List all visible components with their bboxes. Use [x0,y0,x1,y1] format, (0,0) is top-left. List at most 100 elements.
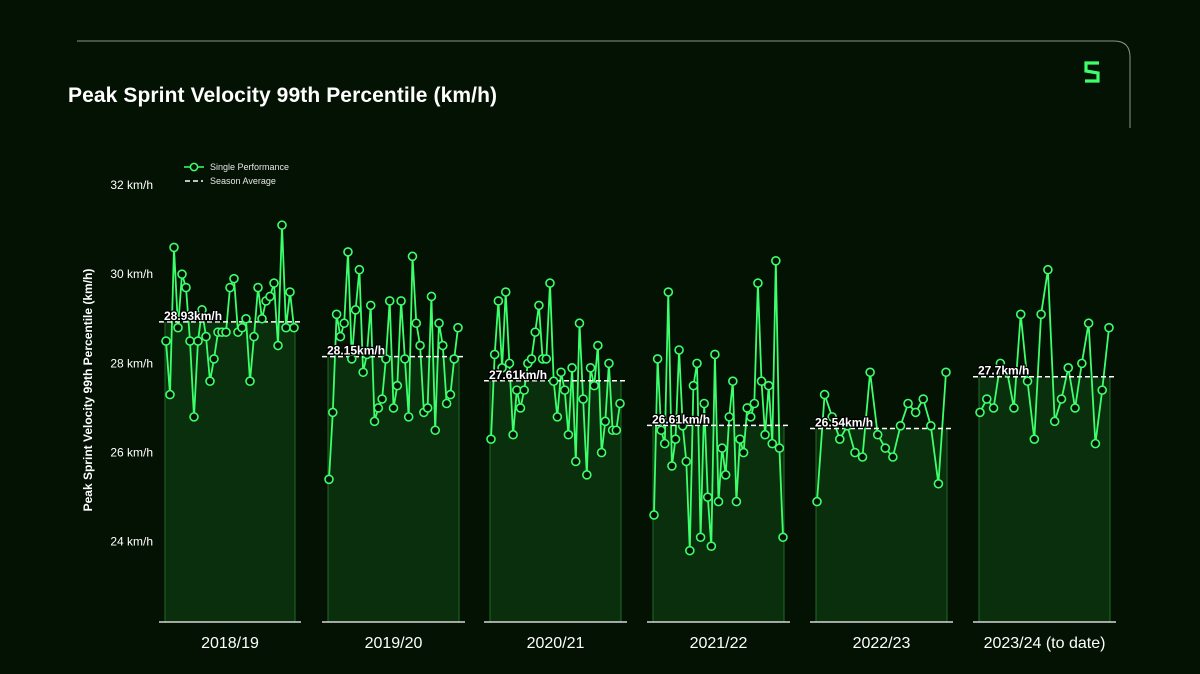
data-point [189,412,199,422]
data-point [812,496,822,507]
data-point [677,420,688,431]
season-label: 2019/20 [365,635,423,652]
data-point [652,354,663,364]
data-point [249,331,259,342]
s-logo-icon [1084,61,1100,83]
season-average-label: 28.15km/h [327,344,385,358]
data-point [710,349,720,360]
data-point [872,429,883,440]
data-point [760,429,770,440]
data-point [331,309,342,320]
data-point [497,363,507,373]
data-point [649,510,659,520]
data-point [289,322,299,333]
y-tick-label: 26 km/h [110,446,153,460]
data-point [1036,309,1046,320]
data-point [895,420,906,431]
data-point [827,412,837,422]
data-point [1002,367,1012,378]
seasons-group: 28.93km/h 2018/19 28.15km/h 2019/20 27.61km/… [159,220,1116,652]
data-point [926,420,936,431]
data-point [181,282,191,293]
season-panel: 27.61km/h 2020/21 [484,278,627,652]
data-point [567,363,577,373]
data-point [556,367,566,378]
data-point [1077,358,1087,369]
data-point [245,376,255,387]
data-point [692,358,702,369]
data-point [857,452,868,462]
data-point [343,247,353,257]
data-point [667,461,677,471]
chart-title: Peak Sprint Velocity 99th Percentile (km… [68,84,498,107]
data-point [445,389,456,400]
season-panel: 26.54km/h 2022/23 [810,367,953,652]
data-point [365,300,376,311]
data-point [918,394,929,404]
data-point [358,367,368,378]
data-point [1043,264,1053,275]
data-point [1015,309,1026,320]
data-point [515,403,526,413]
season-average-label: 28.93km/h [164,309,222,323]
data-point [1022,376,1033,387]
season-area-fill [653,425,784,622]
season-series-line [490,282,621,476]
data-point [981,394,992,404]
data-point [285,287,295,297]
legend-item-season-average: Season Average [184,174,289,188]
legend: Single Performance Season Average [184,160,289,188]
data-point [526,354,537,364]
season-label: 2022/23 [853,635,911,652]
data-point [670,434,681,444]
data-point [988,403,999,413]
data-point [819,389,830,400]
data-point [724,412,735,422]
data-point [656,425,666,436]
data-point [265,291,275,302]
data-point [388,403,399,413]
data-point [426,291,437,302]
data-point [903,398,913,409]
season-label: 2018/19 [201,635,259,652]
season-area-fill [816,428,947,622]
data-point [177,269,187,279]
data-point [350,305,361,315]
season-label: 2023/24 (to date) [984,635,1106,652]
season-label: 2020/21 [527,635,585,652]
data-point [486,434,496,444]
data-point [574,318,585,329]
data-point [519,385,529,395]
data-point [702,492,713,502]
data-point [596,447,607,458]
data-point [767,438,778,449]
data-point [205,376,215,387]
data-point [615,398,625,409]
data-point [438,340,448,351]
data-point [545,278,555,288]
data-point [1090,438,1101,449]
data-point [756,376,767,387]
data-point [880,443,891,453]
data-point [659,438,670,449]
season-average-label: 27.7km/h [978,364,1029,378]
data-point [593,340,603,351]
data-point [585,363,596,373]
data-point [373,403,384,413]
data-point [400,354,410,364]
season-panel: 27.7km/h 2023/24 (to date) [973,264,1116,652]
data-point [225,282,235,293]
season-area-fill [165,321,295,622]
season-panel: 28.93km/h 2018/19 [159,220,301,652]
data-point [193,336,203,346]
data-point [578,394,588,404]
data-point [774,443,785,453]
data-point [910,407,921,418]
data-point [335,331,346,342]
data-point [430,425,441,436]
data-point [241,313,251,324]
season-average-label: 26.54km/h [815,415,873,429]
data-point [201,331,211,342]
